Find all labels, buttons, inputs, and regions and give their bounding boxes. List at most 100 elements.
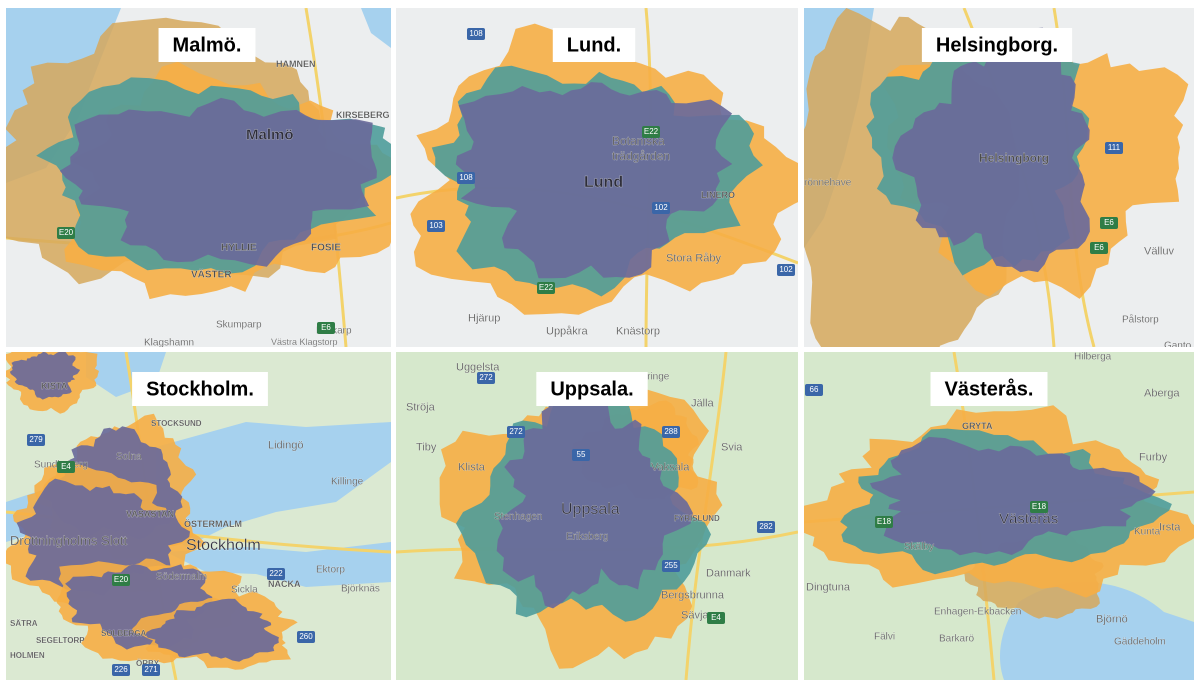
road-badge: [572, 449, 590, 461]
place-label: ÖRBY: [136, 659, 160, 668]
road-badge: [537, 282, 555, 294]
road-number: 111: [1108, 143, 1121, 152]
place-label: Dingtuna: [806, 581, 851, 593]
road-number: E6: [1094, 243, 1104, 252]
coverage-area: [9, 352, 81, 400]
place-label: Drottningholms Slott: [10, 533, 127, 548]
place-label: HYLLIE: [221, 243, 257, 254]
road-badge: [317, 322, 335, 334]
place-label: Tiby: [416, 441, 437, 453]
road-number: 102: [654, 203, 668, 212]
road-badge: [427, 220, 445, 232]
title-box: [930, 372, 1048, 406]
place-label: Stockholm: [186, 537, 261, 554]
place-label: Sävja: [681, 609, 709, 621]
place-label: Uppåkra: [546, 325, 588, 337]
place-label: Ströja: [406, 401, 436, 413]
road-number: 282: [759, 522, 773, 531]
road-number: 108: [469, 29, 483, 38]
place-label: Killinge: [331, 477, 364, 488]
road-number: E6: [1104, 218, 1114, 227]
place-label: FOSIE: [311, 243, 341, 254]
road-badge: [467, 28, 485, 40]
place-label: Enhagen-Ekbacken: [934, 607, 1021, 618]
coverage-area: [59, 97, 377, 267]
road-badge: [267, 568, 285, 580]
panel-title: Västerås.: [945, 377, 1034, 400]
place-label: Solna: [116, 452, 142, 463]
place-label: Jälla: [691, 397, 715, 409]
place-label: HOLMEN: [10, 651, 45, 660]
panel-title: Helsingborg.: [936, 34, 1058, 56]
place-label: Västra Klagstorp: [271, 337, 338, 347]
coverage-area: [496, 375, 693, 609]
road-badge: [1090, 242, 1108, 254]
road-badge: [777, 264, 795, 276]
place-label: LINERO: [701, 190, 735, 200]
place-label: Ektorp: [316, 565, 345, 576]
place-label: Hilberga: [1074, 352, 1112, 363]
place-label: Vaksala: [651, 461, 690, 473]
place-label: FYRISLUND: [674, 514, 720, 523]
road-number: 272: [509, 427, 523, 436]
road-badge: [142, 664, 160, 676]
place-label: Ganto: [1164, 341, 1192, 352]
title-box: [158, 28, 256, 62]
place-label: STOCKSUND: [151, 419, 202, 428]
place-label: Hjärup: [468, 312, 500, 324]
road-badge: [642, 126, 660, 138]
road-number: 288: [664, 427, 678, 436]
road-badge: [1105, 142, 1123, 154]
road-number: 271: [144, 665, 158, 674]
panel-title: Stockholm.: [146, 378, 254, 400]
road-number: E18: [1032, 502, 1047, 511]
place-label: Eriksberg: [566, 532, 608, 543]
place-label: Uppsala: [561, 501, 620, 518]
road-number: E20: [114, 575, 129, 584]
place-label: Björknäs: [341, 584, 380, 595]
place-label: trädgården: [612, 149, 670, 163]
coverage-area: [145, 598, 279, 662]
water: [156, 422, 391, 547]
place-label: KIRSEBERG: [336, 110, 390, 120]
place-label: Stora Råby: [666, 252, 722, 264]
road-badge: [662, 560, 680, 572]
place-label: VÄSTER: [191, 268, 232, 281]
place-label: Svia: [721, 441, 743, 453]
road-number: 66: [810, 385, 819, 394]
place-label: Skumparp: [216, 320, 262, 331]
road-badge: [477, 372, 495, 384]
road-number: E22: [539, 283, 554, 292]
place-label: Välluv: [1144, 245, 1174, 257]
road-number: 102: [779, 265, 793, 274]
road-badge: [457, 172, 475, 184]
place-label: Hämringe: [626, 372, 670, 383]
place-label: Sickla: [231, 585, 258, 596]
place-label: Södermalm: [156, 572, 207, 583]
water: [276, 457, 351, 492]
place-label: GRYTA: [962, 421, 993, 431]
place-label: NACKA: [268, 579, 301, 589]
place-label: Danmark: [706, 567, 751, 579]
road-number: 222: [269, 569, 283, 578]
road-number: 226: [114, 665, 128, 674]
coverage-area: [869, 436, 1156, 556]
road-number: E18: [877, 517, 892, 526]
road-badge: [652, 202, 670, 214]
place-label: Lund: [584, 174, 623, 191]
water: [361, 8, 391, 48]
coverage-area: [892, 27, 1090, 273]
map-panel: KISTASTOCKSUNDSundbybergSolnaLidingöKill…: [6, 352, 391, 680]
road-badge: [297, 631, 315, 643]
place-label: Aberga: [1144, 387, 1180, 399]
road-badge: [27, 434, 45, 446]
road-badge: [707, 612, 725, 624]
road-badge: [875, 516, 893, 528]
place-label: Barkarö: [939, 634, 974, 645]
place-label: Klagshamn: [144, 338, 194, 349]
place-label: HAMNEN: [276, 59, 316, 69]
